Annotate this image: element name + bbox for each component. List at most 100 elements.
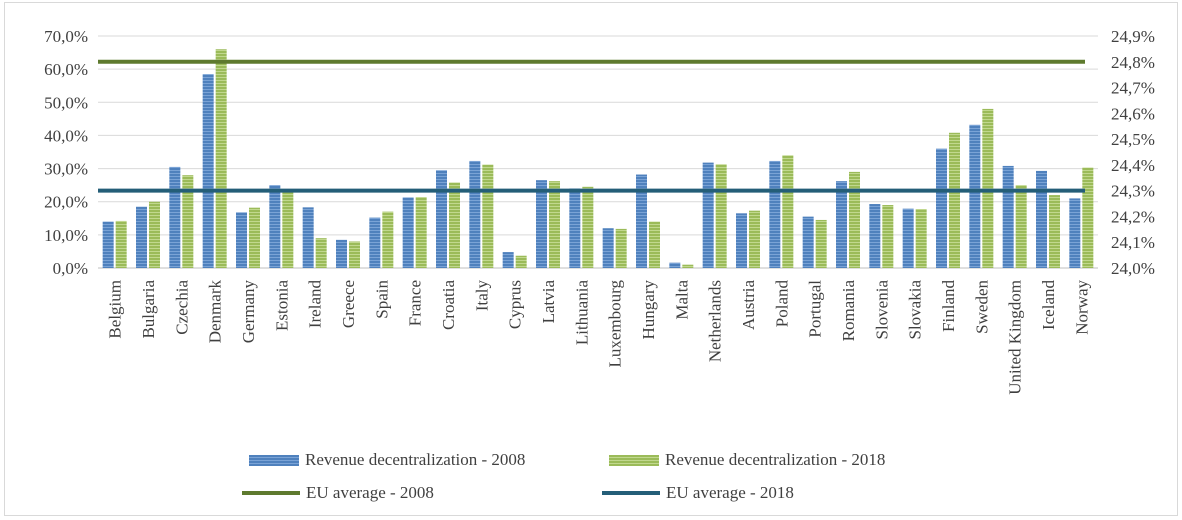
category-labels: Belgium Bulgaria Czechia Denmark Germany Esto… — [106, 280, 1092, 395]
bar-2018 — [649, 221, 660, 268]
category-label: Slovakia — [906, 280, 925, 340]
bar-2008 — [302, 207, 314, 268]
left-tick-label: 40,0% — [44, 126, 88, 145]
bar-2018 — [849, 171, 860, 268]
legend-swatch-teal — [602, 491, 660, 495]
bar-2008 — [1002, 165, 1014, 268]
bar-2018 — [815, 219, 827, 268]
right-tick-label: 24,8% — [1111, 53, 1155, 72]
category-label: Romania — [839, 280, 858, 342]
bar-2008 — [369, 217, 381, 268]
left-tick-label: 0,0% — [53, 259, 88, 278]
bar-2008 — [802, 216, 814, 268]
legend-item-revenue-2018: Revenue decentralization - 2018 — [609, 450, 885, 470]
bar-2008 — [136, 206, 147, 268]
right-tick-label: 24,2% — [1111, 207, 1155, 226]
bar-2018 — [749, 210, 760, 268]
category-label: France — [406, 280, 425, 326]
bar-2008 — [769, 160, 781, 268]
bar-2018 — [949, 132, 960, 268]
bar-2018 — [415, 197, 427, 268]
bar-2018 — [382, 211, 394, 268]
legend-item-eu-average-2018: EU average - 2018 — [602, 483, 794, 503]
left-tick-label: 60,0% — [44, 60, 88, 79]
bar-2008 — [602, 228, 614, 268]
category-label: Spain — [372, 280, 391, 319]
category-label: Slovenia — [872, 280, 891, 340]
bar-chart: 0,0%10,0%20,0%30,0%40,0%50,0%60,0%70,0% … — [44, 27, 1155, 395]
bar-2018 — [215, 49, 227, 268]
bar-2008 — [169, 166, 181, 268]
category-label: Luxembourg — [606, 280, 625, 368]
bar-2018 — [715, 164, 727, 268]
bar-2008 — [536, 180, 547, 268]
bar-2018 — [115, 220, 127, 268]
right-tick-label: 24,0% — [1111, 259, 1155, 278]
bar-2008 — [502, 252, 514, 268]
bar-2008 — [102, 221, 114, 268]
category-label: Croatia — [439, 280, 458, 330]
category-label: Italy — [472, 280, 491, 312]
right-tick-label: 24,9% — [1111, 27, 1155, 46]
left-tick-label: 50,0% — [44, 93, 88, 112]
bar-2018 — [482, 164, 494, 268]
bar-2008 — [336, 239, 347, 268]
bar-2008 — [902, 208, 914, 268]
bar-2008 — [669, 262, 681, 268]
bar-2008 — [736, 213, 747, 268]
bar-2008 — [269, 185, 281, 268]
category-label: Netherlands — [706, 280, 725, 362]
bar-2018 — [182, 175, 194, 268]
right-tick-label: 24,6% — [1111, 104, 1155, 123]
bar-2018 — [982, 108, 994, 269]
right-tick-label: 24,7% — [1111, 79, 1155, 98]
legend-label: Revenue decentralization - 2008 — [305, 450, 526, 469]
bars — [102, 49, 1094, 269]
category-label: Lithuania — [572, 280, 591, 346]
category-label: Latvia — [539, 280, 558, 324]
bar-2008 — [469, 160, 481, 268]
bar-2008 — [869, 204, 881, 268]
bar-2018 — [515, 255, 527, 268]
bar-2008 — [1069, 198, 1081, 268]
right-tick-label: 24,5% — [1111, 130, 1155, 149]
bar-2018 — [1049, 195, 1060, 268]
category-label: Estonia — [272, 280, 291, 331]
gridlines — [98, 35, 1098, 269]
bar-2018 — [1082, 167, 1094, 268]
bar-2018 — [315, 238, 327, 268]
left-tick-label: 20,0% — [44, 193, 88, 212]
left-tick-label: 10,0% — [44, 226, 88, 245]
bar-2008 — [636, 174, 647, 268]
right-tick-label: 24,4% — [1111, 156, 1155, 175]
category-label: Bulgaria — [139, 280, 158, 339]
left-axis-ticks: 0,0% 10,0% 20,0% 30,0% 40,0% 50,0% 60,0% 70,0% — [44, 27, 88, 278]
category-label: Poland — [772, 280, 791, 328]
category-label: Belgium — [106, 280, 125, 339]
category-label: Portugal — [806, 280, 825, 338]
left-tick-label: 30,0% — [44, 160, 88, 179]
category-label: United Kingdom — [1006, 280, 1025, 395]
bar-2018 — [249, 207, 260, 268]
legend-label: EU average - 2018 — [666, 483, 794, 502]
right-tick-label: 24,1% — [1111, 233, 1155, 252]
bar-2018 — [615, 228, 627, 268]
chart-frame: 0,0% 10,0% 20,0% 30,0% 40,0% 50,0% 60,0% 70,0% … — [4, 2, 1178, 516]
bar-2008 — [402, 197, 414, 268]
bar-2018 — [282, 190, 294, 268]
legend-label: EU average - 2008 — [306, 483, 434, 502]
category-label: Austria — [739, 280, 758, 331]
category-label: Finland — [939, 280, 958, 332]
average-lines — [98, 59, 1085, 193]
bar-2018 — [349, 241, 360, 268]
legend-item-eu-average-2008: EU average - 2008 — [242, 483, 434, 503]
legend-label: Revenue decentralization - 2018 — [665, 450, 886, 469]
bar-2008 — [702, 162, 714, 268]
bar-2008 — [569, 188, 581, 268]
right-axis-ticks: 24,0% 24,1% 24,2% 24,3% 24,4% 24,5% 24,6% 24,7%… — [1111, 27, 1155, 278]
bar-2018 — [915, 209, 927, 268]
bar-2008 — [202, 74, 214, 268]
bar-2018 — [549, 181, 560, 268]
category-label: Malta — [672, 280, 691, 320]
legend-swatch-dark-green — [242, 491, 300, 495]
